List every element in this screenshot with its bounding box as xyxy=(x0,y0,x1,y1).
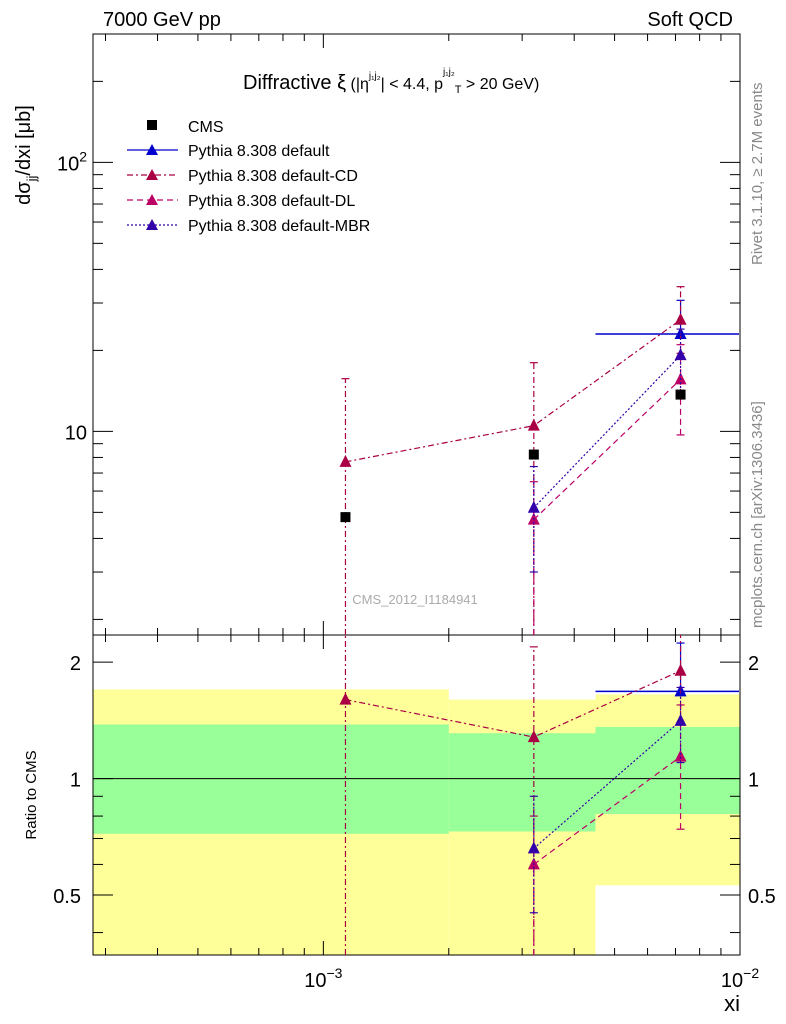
legend-label: Pythia 8.308 default xyxy=(188,143,330,160)
ratio-stat-band xyxy=(448,733,596,832)
series-pythia-8-308-default-cd xyxy=(339,286,687,635)
x-axis-label: xi xyxy=(724,991,740,1016)
legend-label: Pythia 8.308 default-DL xyxy=(188,193,355,210)
ratio-stat-band xyxy=(595,726,740,814)
legend-marker xyxy=(146,144,158,155)
analysis-watermark: CMS_2012_I1184941 xyxy=(352,592,478,607)
ratio-stat-band xyxy=(93,724,449,834)
series-pythia-8-308-default xyxy=(595,642,739,697)
cms-data-point xyxy=(528,449,539,460)
ratio-y-tick-label-right: 1 xyxy=(748,770,759,792)
data-point xyxy=(527,841,540,854)
data-point xyxy=(674,663,687,676)
data-point xyxy=(674,713,687,726)
ratio-y-tick-label-left: 2 xyxy=(70,653,81,675)
legend-marker xyxy=(146,219,158,230)
data-point xyxy=(527,500,540,513)
legend-label-cms: CMS xyxy=(188,119,224,136)
cms-data-point xyxy=(340,512,351,523)
legend-marker-cms xyxy=(147,120,157,130)
ratio-y-tick-label-right: 2 xyxy=(748,653,759,675)
data-point xyxy=(339,692,352,705)
series-line xyxy=(533,720,681,849)
legend-label: Pythia 8.308 default-CD xyxy=(188,168,358,185)
data-point xyxy=(674,327,687,340)
series-line xyxy=(533,378,681,521)
legend-marker xyxy=(146,194,158,205)
data-point xyxy=(339,454,352,467)
legend-marker xyxy=(146,169,158,180)
plot-title: Diffractive ξ (|ηj₁j₂| < 4.4, pj₁j₂T > 2… xyxy=(243,67,539,96)
mcplots-label: mcplots.cern.ch [arXiv:1306.3436] xyxy=(749,401,766,628)
series-line xyxy=(533,354,681,509)
x-tick-label: 10−3 xyxy=(304,965,342,992)
data-point xyxy=(674,749,687,762)
ratio-y-tick-label-right: 0.5 xyxy=(748,886,776,908)
ratio-y-tick-label-left: 1 xyxy=(70,770,81,792)
data-point xyxy=(674,312,687,325)
ratio-y-axis-label: Ratio to CMS xyxy=(23,750,40,839)
series-pythia-8-308-default xyxy=(595,299,739,340)
series-line xyxy=(345,319,681,463)
y-axis-label: dσjj/dxi [μb] xyxy=(13,105,39,205)
legend-label: Pythia 8.308 default-MBR xyxy=(188,218,370,235)
x-tick-label: 10−2 xyxy=(721,965,759,992)
y-tick-label: 10 xyxy=(65,422,87,444)
series-pythia-8-308-default-mbr xyxy=(527,686,687,914)
data-point xyxy=(674,348,687,361)
y-tick-label: 102 xyxy=(57,148,87,175)
header-right: Soft QCD xyxy=(647,9,733,31)
series-line xyxy=(533,756,681,865)
cms-data-point xyxy=(675,389,686,400)
data-point xyxy=(527,418,540,431)
data-point xyxy=(527,730,540,743)
ratio-plot-frame xyxy=(92,634,741,956)
ratio-y-tick-label-left: 0.5 xyxy=(53,886,81,908)
header-left: 7000 GeV pp xyxy=(103,9,221,31)
series-pythia-8-308-default-mbr xyxy=(527,328,687,573)
rivet-label: Rivet 3.1.10, ≥ 2.7M events xyxy=(749,83,766,266)
